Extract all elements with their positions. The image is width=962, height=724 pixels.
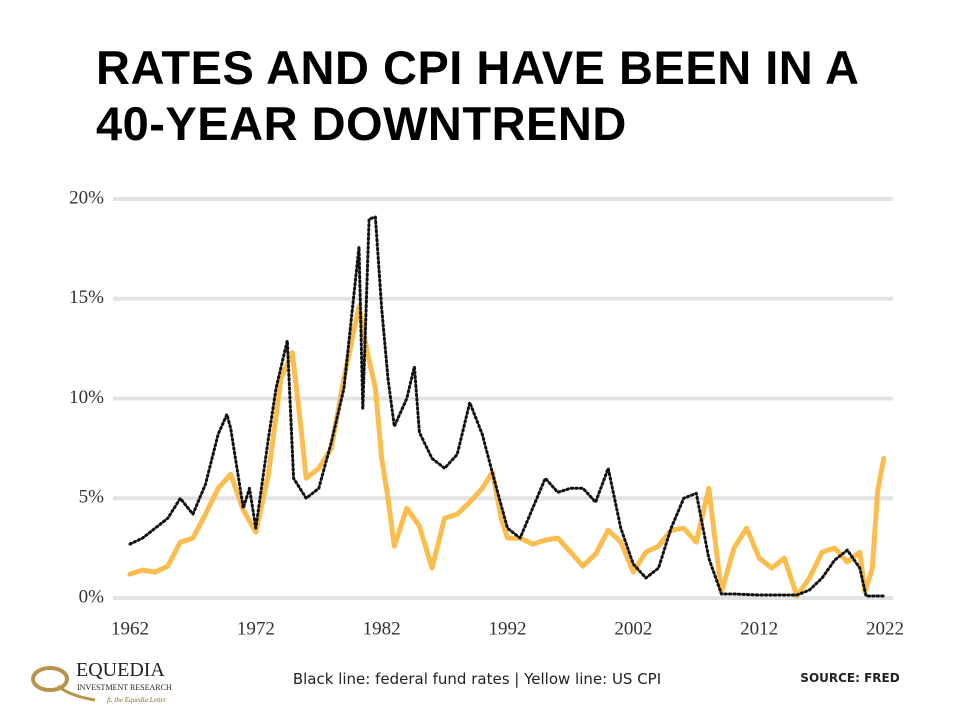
logo-sub: INVESTMENT RESEARCH bbox=[77, 683, 172, 692]
x-tick-label: 2022 bbox=[866, 618, 904, 639]
y-tick-label: 15% bbox=[69, 287, 104, 308]
logo: EQUEDIA INVESTMENT RESEARCH ft. the Eque… bbox=[31, 659, 172, 704]
series-line bbox=[127, 304, 887, 599]
x-tick-label: 1962 bbox=[111, 618, 149, 639]
chart-title: RATES AND CPI HAVE BEEN IN A 40-YEAR DOW… bbox=[96, 41, 858, 150]
x-tick-label: 2002 bbox=[614, 618, 652, 639]
x-tick-label: 1972 bbox=[237, 618, 275, 639]
source: SOURCE: FRED bbox=[800, 671, 899, 685]
x-tick-label: 1992 bbox=[489, 618, 527, 639]
y-tick-label: 10% bbox=[69, 387, 104, 408]
logo-tag: ft. the Equedia Letter bbox=[107, 696, 167, 704]
x-tick-label: 2012 bbox=[740, 618, 778, 639]
x-tick-label: 1982 bbox=[363, 618, 401, 639]
logo-swoosh bbox=[57, 684, 96, 702]
y-tick-label: 0% bbox=[79, 586, 105, 607]
caption: Black line: federal fund rates | Yellow … bbox=[293, 670, 661, 688]
y-tick-label: 20% bbox=[69, 187, 104, 208]
logo-name: EQUEDIA bbox=[76, 659, 165, 681]
series-line bbox=[128, 215, 887, 598]
y-tick-label: 5% bbox=[79, 487, 105, 508]
logo-mark bbox=[31, 666, 69, 692]
